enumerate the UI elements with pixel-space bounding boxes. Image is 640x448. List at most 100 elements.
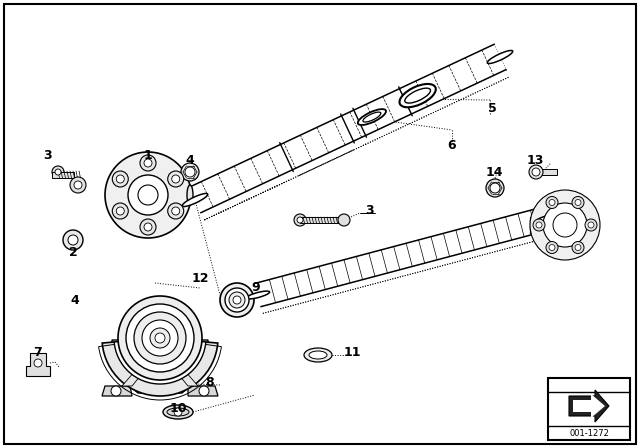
Ellipse shape: [225, 288, 249, 312]
Ellipse shape: [363, 112, 381, 122]
Text: 9: 9: [252, 280, 260, 293]
Circle shape: [63, 230, 83, 250]
Circle shape: [68, 235, 78, 245]
Circle shape: [112, 171, 128, 187]
Circle shape: [172, 175, 180, 183]
Circle shape: [572, 197, 584, 208]
Circle shape: [529, 165, 543, 179]
Ellipse shape: [167, 408, 189, 416]
Circle shape: [74, 181, 82, 189]
Circle shape: [546, 241, 558, 254]
Circle shape: [34, 359, 42, 367]
Polygon shape: [102, 386, 132, 396]
Circle shape: [549, 245, 555, 250]
Polygon shape: [166, 185, 190, 205]
Circle shape: [140, 155, 156, 171]
Circle shape: [140, 219, 156, 235]
Ellipse shape: [182, 194, 208, 207]
Text: 1: 1: [143, 148, 152, 161]
Text: 001-1272: 001-1272: [569, 428, 609, 438]
Circle shape: [575, 199, 581, 206]
Circle shape: [105, 152, 191, 238]
Circle shape: [199, 386, 209, 396]
Circle shape: [128, 175, 168, 215]
Text: 13: 13: [526, 154, 544, 167]
Bar: [300, 217, 345, 223]
Polygon shape: [255, 207, 551, 306]
Bar: [539, 169, 557, 175]
Circle shape: [150, 328, 170, 348]
Circle shape: [490, 183, 500, 193]
Text: 7: 7: [34, 345, 42, 358]
Circle shape: [181, 163, 199, 181]
Circle shape: [52, 166, 64, 178]
Circle shape: [486, 179, 504, 197]
Ellipse shape: [220, 283, 254, 317]
Circle shape: [70, 177, 86, 193]
Text: 6: 6: [448, 138, 456, 151]
Text: 4: 4: [70, 293, 79, 306]
Polygon shape: [188, 386, 218, 396]
Circle shape: [546, 197, 558, 208]
Circle shape: [536, 222, 542, 228]
Circle shape: [138, 185, 158, 205]
Text: 4: 4: [186, 154, 195, 167]
Circle shape: [118, 296, 202, 380]
Ellipse shape: [246, 291, 269, 299]
Wedge shape: [102, 338, 218, 396]
Bar: [52, 172, 74, 178]
Ellipse shape: [304, 348, 332, 362]
Circle shape: [532, 168, 540, 176]
Circle shape: [126, 304, 194, 372]
Ellipse shape: [309, 351, 327, 359]
Ellipse shape: [358, 109, 386, 125]
Polygon shape: [569, 390, 609, 422]
Circle shape: [543, 203, 587, 247]
Circle shape: [112, 203, 128, 219]
Circle shape: [144, 223, 152, 231]
Circle shape: [297, 217, 303, 223]
Text: 8: 8: [205, 375, 214, 388]
Circle shape: [549, 199, 555, 206]
Circle shape: [575, 245, 581, 250]
Circle shape: [155, 333, 165, 343]
Ellipse shape: [163, 405, 193, 419]
Polygon shape: [112, 340, 208, 393]
Circle shape: [116, 207, 124, 215]
Ellipse shape: [487, 51, 513, 64]
Ellipse shape: [404, 88, 431, 103]
Ellipse shape: [233, 296, 241, 304]
Text: 11: 11: [343, 345, 361, 358]
Text: 3: 3: [44, 148, 52, 161]
Wedge shape: [114, 338, 206, 384]
Text: 3: 3: [365, 203, 374, 216]
Circle shape: [168, 203, 184, 219]
Text: 2: 2: [68, 246, 77, 258]
Circle shape: [588, 222, 594, 228]
Circle shape: [585, 219, 597, 231]
Circle shape: [168, 171, 184, 187]
Circle shape: [144, 159, 152, 167]
Polygon shape: [122, 348, 155, 386]
Text: 12: 12: [191, 271, 209, 284]
Circle shape: [185, 167, 195, 177]
Circle shape: [111, 386, 121, 396]
Ellipse shape: [229, 292, 245, 308]
Polygon shape: [189, 44, 506, 213]
Circle shape: [530, 190, 600, 260]
Circle shape: [294, 214, 306, 226]
Circle shape: [174, 408, 182, 416]
Text: 14: 14: [485, 165, 503, 178]
Text: 10: 10: [169, 401, 187, 414]
Polygon shape: [530, 217, 550, 233]
Bar: [548, 378, 630, 440]
Circle shape: [134, 312, 186, 364]
Circle shape: [572, 241, 584, 254]
Circle shape: [142, 320, 178, 356]
Ellipse shape: [536, 214, 559, 222]
Circle shape: [553, 213, 577, 237]
Circle shape: [338, 214, 350, 226]
Circle shape: [116, 175, 124, 183]
Ellipse shape: [187, 185, 193, 205]
Polygon shape: [573, 394, 605, 418]
